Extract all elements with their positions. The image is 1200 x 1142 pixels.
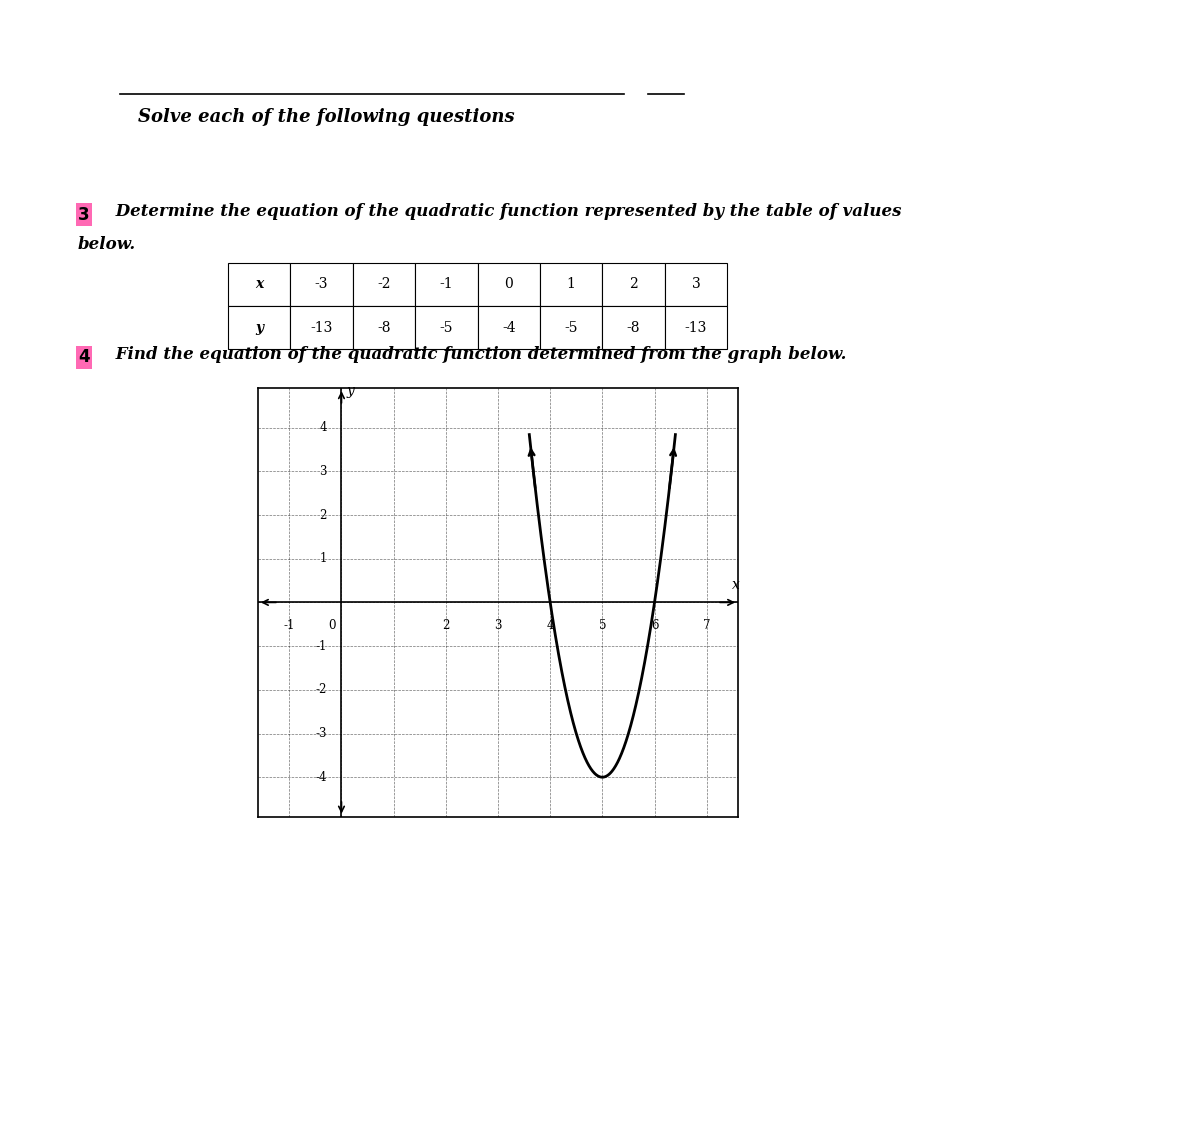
Bar xyxy=(602,306,665,349)
Text: 7: 7 xyxy=(703,619,710,632)
Bar xyxy=(415,306,478,349)
Text: -13: -13 xyxy=(685,321,707,335)
Text: -4: -4 xyxy=(502,321,516,335)
Text: 1: 1 xyxy=(566,278,576,291)
Text: 0: 0 xyxy=(329,619,336,632)
Text: x: x xyxy=(256,278,263,291)
Text: -8: -8 xyxy=(377,321,391,335)
Text: below.: below. xyxy=(78,236,136,254)
Text: -8: -8 xyxy=(626,321,641,335)
Text: 4: 4 xyxy=(78,348,90,367)
Bar xyxy=(665,306,727,349)
Text: -3: -3 xyxy=(316,727,326,740)
Text: 4: 4 xyxy=(546,619,554,632)
Text: 3: 3 xyxy=(319,465,326,477)
Bar xyxy=(290,263,353,306)
Text: -4: -4 xyxy=(316,771,326,783)
Bar xyxy=(415,263,478,306)
Text: Determine the equation of the quadratic function represented by the table of val: Determine the equation of the quadratic … xyxy=(110,203,902,220)
Bar xyxy=(353,263,415,306)
Text: -5: -5 xyxy=(439,321,454,335)
Bar xyxy=(540,306,602,349)
Text: -13: -13 xyxy=(311,321,332,335)
Text: 3: 3 xyxy=(78,206,90,224)
Text: y: y xyxy=(347,384,355,397)
Text: -2: -2 xyxy=(316,683,326,697)
Text: 3: 3 xyxy=(494,619,502,632)
Text: 1: 1 xyxy=(319,553,326,565)
Text: 6: 6 xyxy=(650,619,659,632)
Bar xyxy=(228,306,290,349)
Text: -2: -2 xyxy=(377,278,391,291)
Bar xyxy=(353,306,415,349)
Text: 2: 2 xyxy=(319,508,326,522)
Text: 2: 2 xyxy=(629,278,638,291)
Text: -3: -3 xyxy=(314,278,329,291)
Text: Solve each of the following questions: Solve each of the following questions xyxy=(138,108,515,127)
Text: 0: 0 xyxy=(504,278,514,291)
Text: y: y xyxy=(256,321,263,335)
Bar xyxy=(478,306,540,349)
Text: 3: 3 xyxy=(691,278,701,291)
Text: Find the equation of the quadratic function determined from the graph below.: Find the equation of the quadratic funct… xyxy=(110,346,847,363)
Bar xyxy=(540,263,602,306)
Bar xyxy=(228,263,290,306)
Bar xyxy=(665,263,727,306)
Text: 5: 5 xyxy=(599,619,606,632)
Text: -5: -5 xyxy=(564,321,578,335)
Text: -1: -1 xyxy=(439,278,454,291)
Text: 4: 4 xyxy=(319,421,326,434)
Text: x: x xyxy=(732,578,739,593)
Bar xyxy=(290,306,353,349)
Text: -1: -1 xyxy=(316,640,326,652)
Bar xyxy=(478,263,540,306)
Text: 2: 2 xyxy=(442,619,450,632)
Bar xyxy=(602,263,665,306)
Text: -1: -1 xyxy=(283,619,295,632)
